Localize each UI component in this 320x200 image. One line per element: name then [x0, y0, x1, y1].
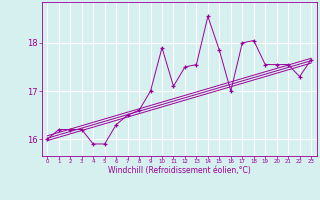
X-axis label: Windchill (Refroidissement éolien,°C): Windchill (Refroidissement éolien,°C)	[108, 166, 251, 175]
